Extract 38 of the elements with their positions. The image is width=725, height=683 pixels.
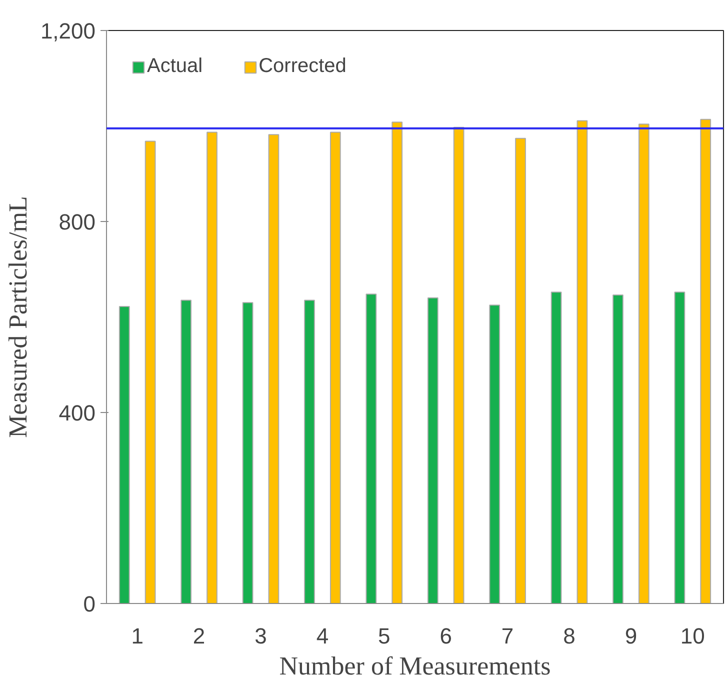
- x-tick-label: 10: [680, 624, 705, 648]
- legend-label: Actual: [147, 55, 203, 78]
- bar: [242, 302, 254, 604]
- bar: [118, 306, 130, 604]
- legend-label: Corrected: [258, 55, 346, 78]
- x-axis-title: Number of Measurements: [279, 652, 551, 680]
- x-tick-label: 4: [316, 624, 329, 648]
- bar: [366, 294, 377, 604]
- bar: [206, 132, 218, 604]
- bar: [576, 120, 588, 604]
- bar: [330, 132, 341, 604]
- y-tick-label: 800: [58, 210, 96, 234]
- y-axis-title: Measured Particles/mL: [3, 196, 32, 438]
- bar: [515, 138, 526, 604]
- bar: [427, 297, 438, 604]
- x-tick-label: 3: [254, 624, 267, 648]
- bar: [268, 134, 280, 604]
- x-tick-label: 5: [378, 624, 390, 648]
- x-tick-label: 1: [131, 624, 144, 648]
- y-tick-label: 400: [58, 400, 96, 426]
- bar: [638, 124, 650, 604]
- x-tick-label: 6: [440, 624, 452, 648]
- bar: [453, 126, 464, 604]
- bar: [550, 292, 562, 604]
- bar: [392, 122, 403, 604]
- x-tick-label: 8: [563, 624, 576, 648]
- bar: [612, 294, 624, 604]
- y-tick-label: 1,200: [40, 18, 96, 44]
- bar: [304, 300, 315, 604]
- bar: [180, 300, 192, 604]
- x-tick-label: 2: [192, 624, 206, 648]
- bar: [144, 140, 156, 604]
- bar: [700, 118, 712, 604]
- x-tick-label: 9: [624, 624, 638, 648]
- x-tick-label: 7: [501, 624, 514, 648]
- bar: [489, 304, 500, 604]
- y-tick-label: 0: [83, 592, 96, 616]
- bar: [674, 292, 686, 604]
